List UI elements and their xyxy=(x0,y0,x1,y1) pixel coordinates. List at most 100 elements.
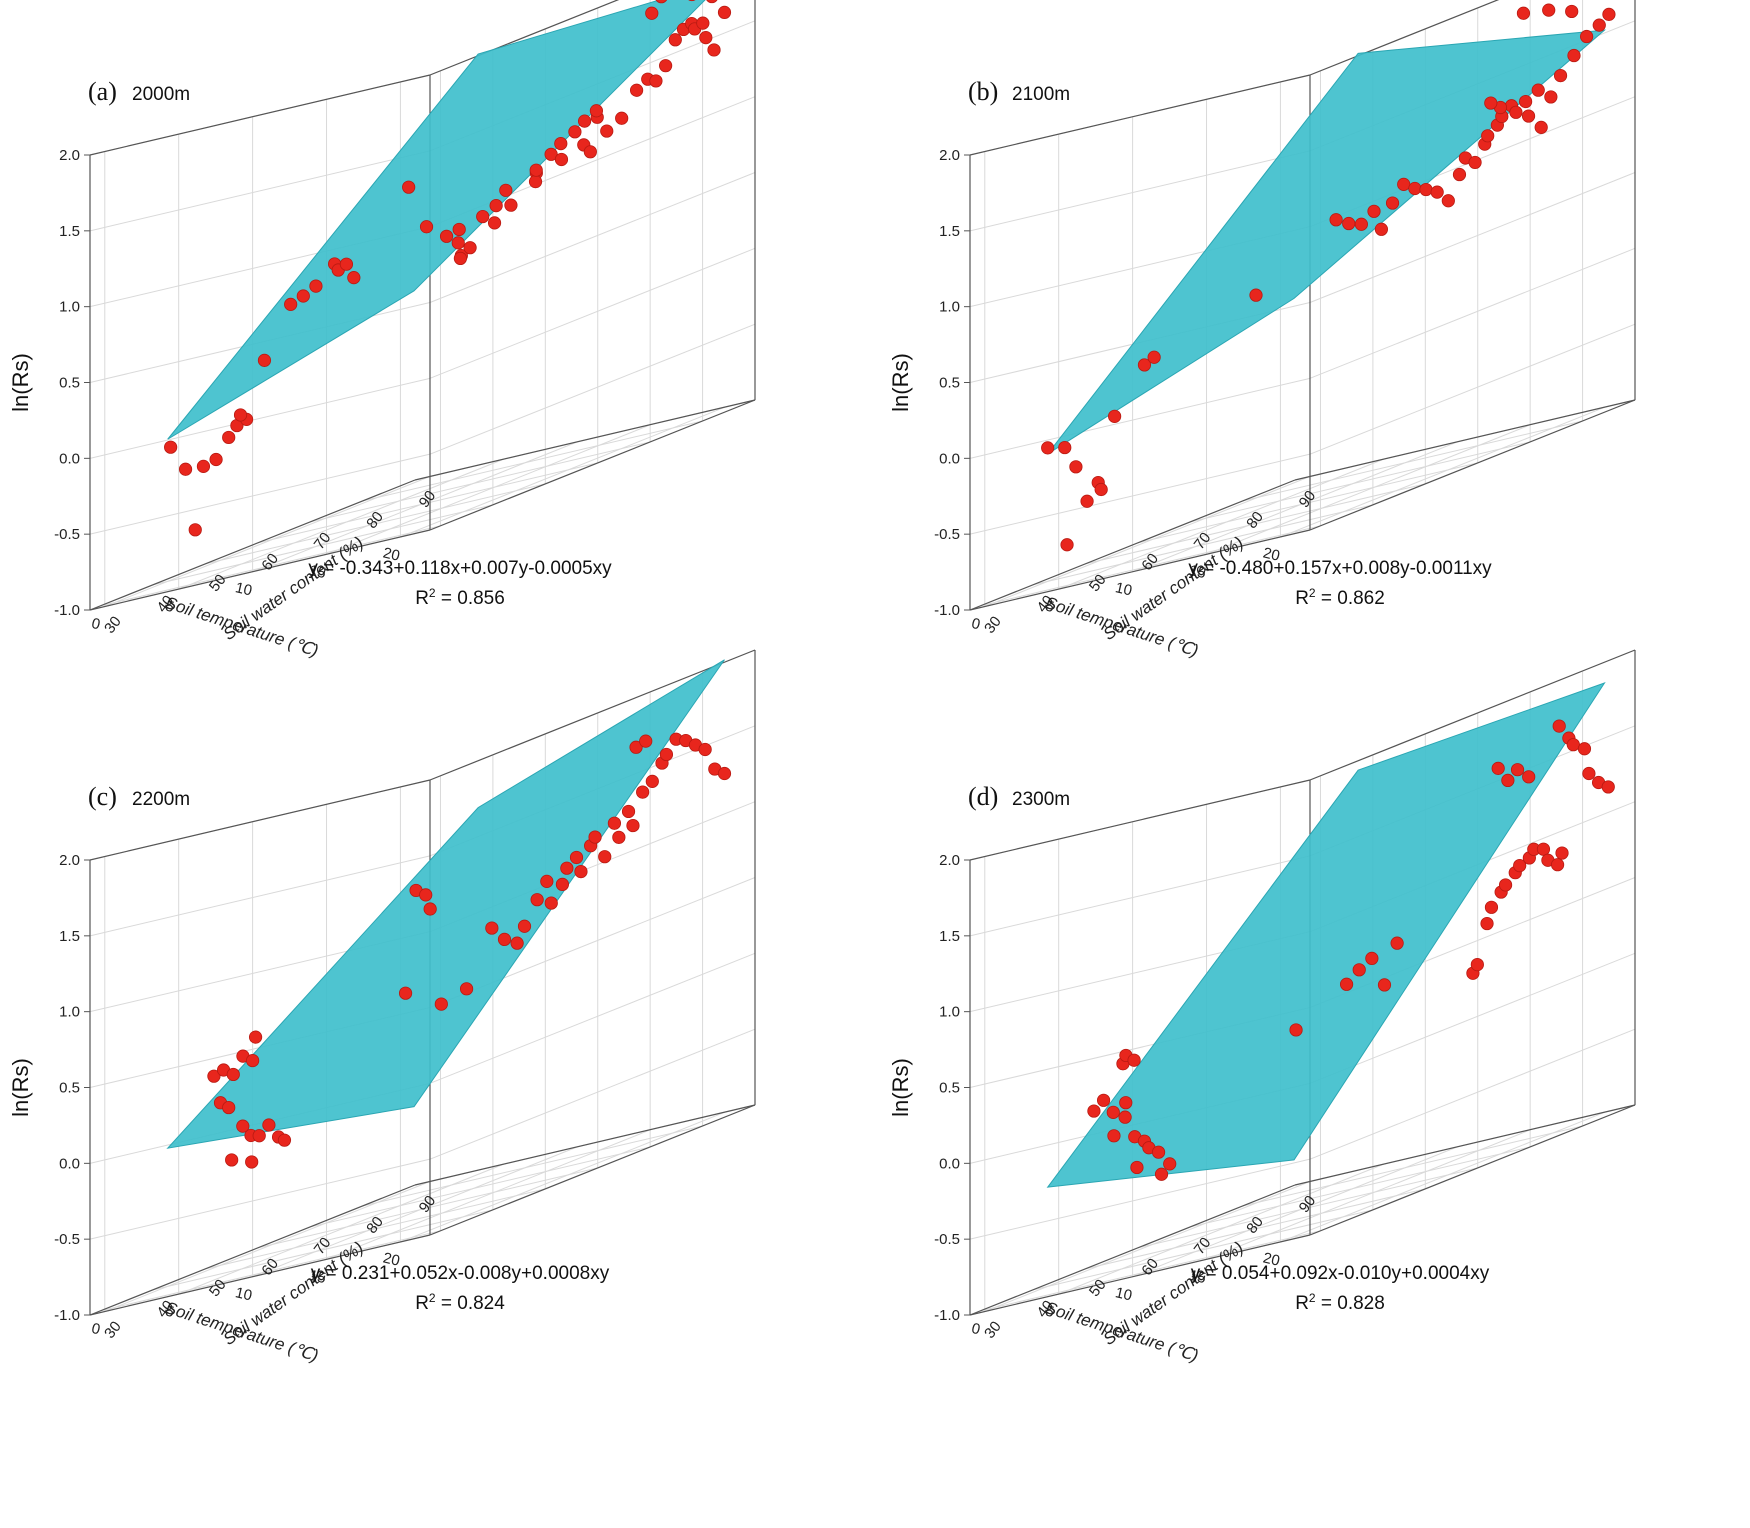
grid-line xyxy=(362,1125,703,1207)
data-point xyxy=(629,740,643,754)
fitted-surface xyxy=(1047,29,1607,455)
grid-line xyxy=(326,423,652,555)
y-tick-label: 30 xyxy=(981,1318,1005,1342)
data-point xyxy=(188,523,202,537)
data-point xyxy=(1452,167,1467,182)
data-point xyxy=(497,932,512,947)
data-point xyxy=(309,279,323,293)
data-point xyxy=(1513,858,1527,873)
z-tick-label: 0.0 xyxy=(59,1155,80,1172)
data-point xyxy=(1352,963,1366,977)
axis-edge xyxy=(969,1234,1311,1316)
grid-line xyxy=(1242,420,1583,502)
data-point xyxy=(1108,409,1122,423)
regression-equation: y = 0.054+0.092x-0.010y+0.0004xy xyxy=(1191,1263,1490,1284)
data-point xyxy=(222,1100,236,1115)
z-tick-label: 1.5 xyxy=(939,223,960,240)
data-point xyxy=(453,251,467,266)
data-point xyxy=(568,125,582,139)
y-tick-label: 30 xyxy=(101,613,125,637)
z-axis-label: ln(Rs) xyxy=(888,1058,913,1117)
y-tick-label: 70 xyxy=(1191,1234,1215,1258)
grid-line xyxy=(310,1146,651,1228)
grid-line xyxy=(969,377,1311,459)
data-point xyxy=(196,459,211,473)
axis-edge xyxy=(89,1234,431,1316)
y-tick-label: 40 xyxy=(154,592,178,616)
z-tick-label: 0.0 xyxy=(939,450,960,467)
x-tick-label: 10 xyxy=(234,1284,254,1304)
data-point xyxy=(1419,182,1433,197)
grid-line xyxy=(429,172,756,303)
data-point xyxy=(1365,951,1379,966)
data-point xyxy=(1069,460,1083,474)
x-tick-label: 0 xyxy=(90,1320,102,1338)
data-point xyxy=(621,804,636,819)
r-squared: R2 = 0.856 xyxy=(415,586,505,609)
axis-edge xyxy=(414,1104,756,1186)
y-tick-label: 50 xyxy=(206,1276,230,1300)
y-tick-label: 80 xyxy=(363,1213,387,1237)
data-point xyxy=(1147,350,1161,364)
grid-line xyxy=(310,441,651,523)
data-point xyxy=(1470,957,1484,972)
data-point xyxy=(706,0,718,4)
data-point xyxy=(1385,196,1400,210)
grid-line xyxy=(1309,1028,1636,1160)
data-point xyxy=(1151,1145,1166,1159)
y-tick-label: 50 xyxy=(1086,571,1110,595)
x-tick-label: 10 xyxy=(1114,1284,1134,1304)
data-point xyxy=(577,114,592,128)
data-point xyxy=(668,33,682,47)
data-point xyxy=(1601,780,1615,794)
regression-equation: y = -0.343+0.118x+0.007y-0.0005xy xyxy=(308,558,612,579)
z-tick-label: -0.5 xyxy=(54,1231,80,1248)
y-tick-label: 90 xyxy=(1296,487,1320,511)
data-point xyxy=(1430,185,1444,199)
data-point xyxy=(419,888,433,902)
data-point xyxy=(277,1133,292,1147)
data-point xyxy=(487,216,502,230)
data-point xyxy=(296,289,310,303)
axis-edge xyxy=(969,74,1311,156)
data-point xyxy=(1058,440,1072,455)
data-point xyxy=(1484,900,1499,914)
data-point xyxy=(284,297,298,311)
x-tick-label: 0 xyxy=(90,615,102,633)
x-tick-label: 20 xyxy=(1261,544,1281,564)
grid-line xyxy=(89,453,431,535)
data-point xyxy=(530,893,544,907)
data-point xyxy=(1510,763,1525,777)
data-point xyxy=(1501,773,1515,788)
data-point xyxy=(589,104,604,118)
data-point xyxy=(1481,129,1495,143)
r-squared: R2 = 0.828 xyxy=(1295,1291,1385,1314)
panel-d: -1.0-0.50.00.51.01.52.0ln(Rs)05101520Soi… xyxy=(888,649,1636,1366)
data-point xyxy=(707,43,721,57)
data-point xyxy=(1480,916,1494,931)
data-point xyxy=(717,766,732,781)
grid-line xyxy=(1190,441,1531,523)
grid-line xyxy=(1137,1167,1478,1249)
z-tick-label: 2.0 xyxy=(939,147,960,164)
data-point xyxy=(1577,742,1592,756)
data-point xyxy=(645,774,659,788)
y-tick-label: 90 xyxy=(416,487,440,511)
y-tick-label: 70 xyxy=(1191,529,1215,553)
data-point xyxy=(612,830,626,844)
data-point xyxy=(1080,494,1094,508)
data-point xyxy=(607,816,622,830)
panel-altitude: 2100m xyxy=(1012,84,1070,105)
data-point xyxy=(696,16,710,30)
data-point xyxy=(347,271,361,285)
data-point xyxy=(398,986,413,1000)
y-tick-label: 60 xyxy=(258,550,282,574)
z-tick-label: -1.0 xyxy=(934,602,960,619)
data-point xyxy=(1119,1096,1133,1110)
z-tick-label: 1.5 xyxy=(59,223,80,240)
data-point xyxy=(1130,1160,1144,1175)
y-tick-label: 50 xyxy=(1086,1276,1110,1300)
z-tick-label: -1.0 xyxy=(934,1307,960,1324)
data-point xyxy=(655,0,668,4)
x-tick-label: 15 xyxy=(1187,562,1207,582)
